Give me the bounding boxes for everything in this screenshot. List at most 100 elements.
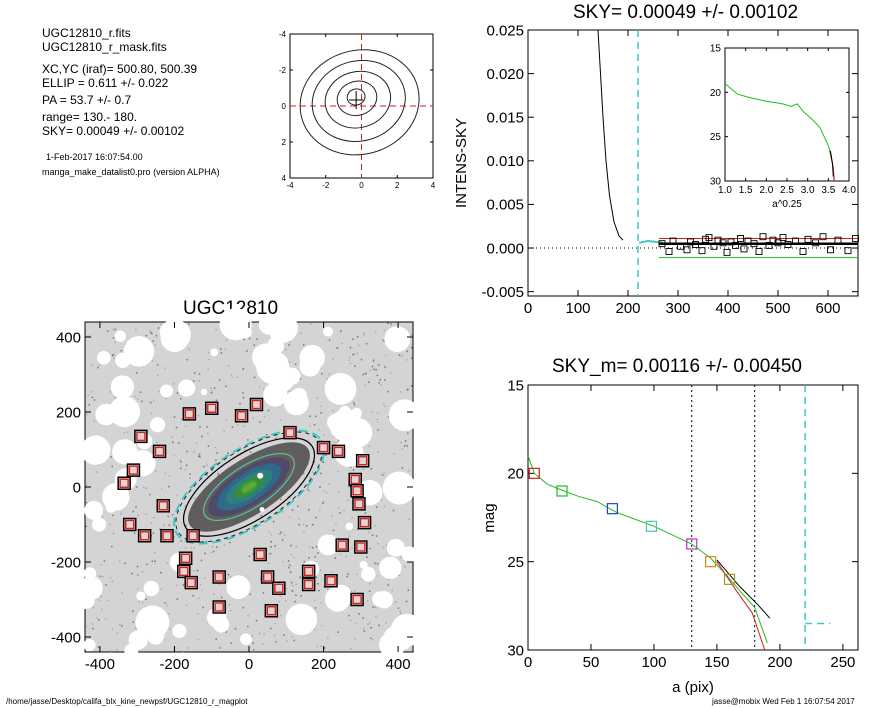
inset-xtick-label: 2.5: [780, 185, 794, 196]
mask-box: [204, 401, 219, 415]
mask-box-inner: [350, 474, 360, 485]
mag-xlabel: a (pix): [672, 679, 714, 696]
contour-ytick-label: 4: [282, 174, 287, 183]
mag-xtick-label: 100: [641, 654, 666, 671]
inset-ytick-label: 30: [710, 177, 722, 188]
sky-data-point: [819, 233, 827, 241]
mask-box: [283, 425, 297, 440]
sky-data-point: [799, 248, 807, 255]
image-ytick-label: 200: [56, 404, 81, 421]
sky-xtick-label: 0: [524, 300, 532, 317]
sky-data-point: [834, 236, 842, 244]
image-xtick-label: 400: [386, 656, 411, 673]
mask-box-inner: [251, 399, 262, 410]
galaxy-isophote: [242, 481, 256, 493]
contour-ytick-label: -4: [279, 30, 287, 39]
contour-level: [336, 80, 378, 117]
sky-data-point: [774, 239, 782, 247]
mask-box: [156, 499, 171, 513]
sky-xtick-label: 200: [615, 300, 640, 317]
sky-data-point: [705, 234, 713, 242]
sky-ytick-label: 0.020: [486, 66, 524, 83]
sky-data-point: [740, 245, 748, 253]
mask-box-inner: [303, 579, 314, 590]
inset-xtick-label: 2.0: [759, 185, 773, 196]
contour-ytick-label: -2: [279, 66, 287, 75]
contour-xtick-label: 0: [359, 181, 364, 190]
sky-data-point: [750, 240, 758, 248]
mask-box-inner: [184, 409, 195, 419]
mask-box-inner: [128, 465, 139, 475]
sky-data-point: [779, 234, 787, 242]
image-xtick-label: -200: [159, 656, 189, 673]
sky-data-point: [692, 241, 699, 248]
mag-plot-title: SKY_m= 0.00116 +/- 0.00450: [552, 356, 802, 377]
sky-xtick-label: 500: [765, 300, 790, 317]
inset-ytick-label: 25: [710, 132, 722, 143]
image-ellipse-black: [182, 437, 316, 537]
mask-box: [264, 604, 279, 618]
mask-box-inner: [303, 566, 314, 577]
mag-marker: [705, 556, 717, 568]
sky-ytick-label: 0.000: [486, 240, 524, 257]
inset-xlabel: a^0.25: [772, 199, 802, 210]
mask-box-inner: [139, 531, 150, 541]
mask-box: [134, 429, 148, 444]
mask-box: [331, 444, 346, 459]
mask-box-inner: [274, 583, 284, 593]
image-ytick-label: 400: [56, 329, 81, 346]
sky-cyan-profile: [638, 240, 664, 244]
mask-box-inner: [354, 499, 364, 509]
mask-box: [272, 581, 286, 595]
mag-ytick-label: 25: [507, 554, 524, 571]
sky-ytick-label: 0.010: [486, 153, 524, 170]
image-star: [257, 472, 264, 479]
mask-box: [137, 529, 152, 543]
mask-box-inner: [333, 446, 344, 457]
sky-xtick-label: 400: [715, 300, 740, 317]
image-title: UGC12810: [183, 298, 279, 319]
mask-box-inner: [162, 531, 172, 541]
image-ellipse-green: [241, 480, 257, 494]
mag-xtick-label: 200: [767, 654, 792, 671]
mag-marker: [723, 573, 736, 585]
inset-curve: [724, 83, 836, 182]
header-line-5: PA = 53.7 +/- 0.7: [42, 93, 132, 107]
mask-box-inner: [186, 577, 196, 588]
sky-data-point: [852, 234, 859, 242]
sky-ytick-label: 0.015: [486, 109, 524, 126]
mask-box-inner: [179, 566, 189, 577]
sky-ytick-label: 0.025: [486, 22, 524, 39]
mask-box-inner: [158, 501, 168, 511]
mag-profile-red: [716, 561, 766, 651]
mask-box-inner: [154, 446, 165, 457]
mask-box: [212, 600, 226, 614]
sky-xtick-label: 600: [815, 300, 840, 317]
mask-box: [355, 454, 370, 468]
inset-xtick-label: 1.0: [718, 185, 732, 196]
contour-xtick-label: -2: [322, 181, 330, 190]
sky-frame: [527, 29, 859, 297]
mask-box-inner: [119, 478, 129, 488]
mag-xtick-label: 0: [524, 654, 532, 671]
mask-box: [184, 575, 198, 590]
sky-data-point: [792, 237, 799, 245]
sky-data-point: [669, 237, 677, 245]
mask-box-inner: [125, 519, 135, 530]
sky-data-point: [665, 248, 673, 255]
mask-box: [260, 570, 275, 584]
mask-box: [126, 463, 141, 477]
image-ytick-label: -200: [51, 554, 81, 571]
image-ellipse-cyan-outer: [173, 429, 325, 545]
mask-box-inner: [326, 576, 336, 586]
sky-profile-line: [597, 29, 624, 241]
sky-data-point: [812, 239, 819, 247]
sky-data-point: [737, 234, 744, 242]
contour-level: [346, 88, 366, 106]
sky-data-point: [677, 242, 684, 250]
sky-ylabel: INTENS-SKY: [453, 118, 470, 208]
sky-ytick-label: -0.005: [481, 284, 524, 301]
sky-ytick-label: 0.005: [486, 197, 524, 214]
mask-box-inner: [255, 549, 265, 560]
mag-profile-green: [527, 455, 768, 644]
